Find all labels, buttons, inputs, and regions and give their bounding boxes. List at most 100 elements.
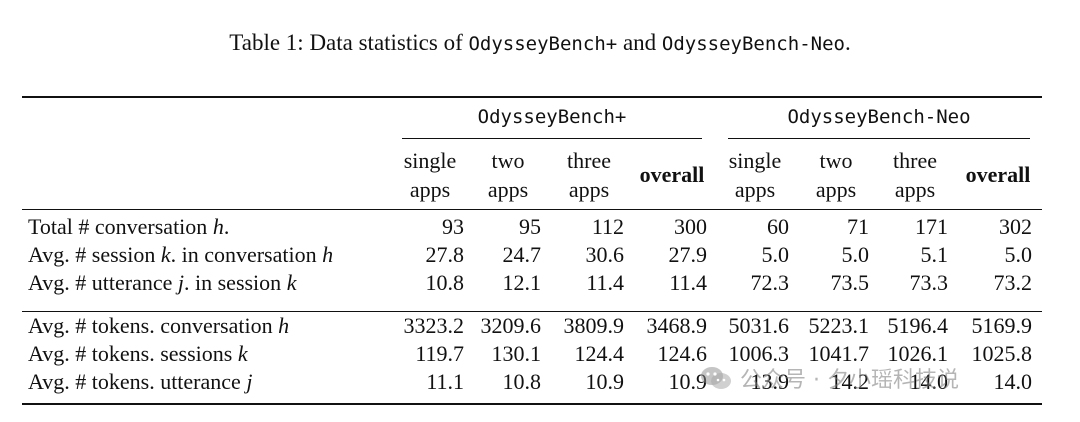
table-cell: 5169.9 <box>971 313 1033 338</box>
row-label: Avg. # tokens. utterance j <box>28 369 252 395</box>
table-cell: 24.7 <box>502 242 542 267</box>
column-header-line1: two <box>491 148 525 173</box>
table-cell: 5.0 <box>1004 242 1033 267</box>
row-label: Avg. # utterance j. in session k <box>28 270 296 296</box>
row-label-text: Total # conversation <box>28 214 213 239</box>
bottom-rule <box>22 403 1042 405</box>
table-cell: 1041.7 <box>808 341 870 366</box>
row-label: Total # conversation h. <box>28 214 229 240</box>
row-label: Avg. # tokens. sessions k <box>28 341 248 367</box>
watermark: 公众号 · 夕小瑶科技说 <box>700 362 959 394</box>
group-header-odysseybench-plus: OdysseyBench+ <box>477 106 627 128</box>
row-label: Avg. # tokens. conversation h <box>28 313 289 339</box>
table-cell: 171 <box>915 214 948 239</box>
column-header-line1: two <box>819 148 853 173</box>
row-label-variable: h <box>278 313 290 338</box>
table-cell: 11.4 <box>669 270 707 295</box>
caption-name1: OdysseyBench+ <box>468 33 618 55</box>
table-cell: 30.6 <box>585 242 625 267</box>
row-label-variable: j <box>177 270 184 295</box>
table-cell: 14.0 <box>909 369 949 394</box>
table-cell: 300 <box>674 214 707 239</box>
row-label-text: . in session <box>184 270 287 295</box>
row-label: Avg. # session k. in conversation h <box>28 242 333 268</box>
caption-suffix: . <box>844 30 851 55</box>
table-cell: 5.1 <box>920 242 949 267</box>
table-cell: 95 <box>519 214 541 239</box>
table-caption: Table 1: Data statistics of OdysseyBench… <box>0 30 1080 56</box>
table-cell: 13.9 <box>750 369 790 394</box>
table-cell: 1006.3 <box>728 341 790 366</box>
header-rule <box>22 209 1042 210</box>
table-cell: 10.9 <box>585 369 625 394</box>
table-cell: 72.3 <box>750 270 790 295</box>
column-header-6: two apps <box>791 146 881 204</box>
column-header-line2: apps <box>815 177 857 202</box>
table-cell: 119.7 <box>415 341 464 366</box>
column-header-line1: three <box>893 148 937 173</box>
table-cell: 11.4 <box>586 270 624 295</box>
column-header-8: overall <box>953 160 1043 189</box>
row-label-text: Avg. # session <box>28 242 161 267</box>
column-header-line2: apps <box>409 177 451 202</box>
table-cell: 5223.1 <box>808 313 870 338</box>
group-rule-odysseybench-plus <box>402 138 702 139</box>
table-cell: 10.8 <box>425 270 465 295</box>
table-cell: 3809.9 <box>563 313 625 338</box>
column-header-line2: apps <box>734 177 776 202</box>
row-label-text: Avg. # utterance <box>28 270 178 295</box>
table-cell: 10.9 <box>668 369 708 394</box>
caption-middle: and <box>617 30 662 55</box>
column-header-line1: three <box>567 148 611 173</box>
row-label-text: Avg. # tokens. utterance <box>28 369 247 394</box>
column-header-line1: overall <box>639 162 705 187</box>
table-cell: 112 <box>591 214 624 239</box>
column-header-7: three apps <box>870 146 960 204</box>
table-cell: 14.0 <box>993 369 1033 394</box>
wechat-icon <box>700 365 732 391</box>
column-header-line2: apps <box>894 177 936 202</box>
row-label-text: . <box>223 214 230 239</box>
column-header-line1: overall <box>965 162 1031 187</box>
table-cell: 60 <box>767 214 789 239</box>
table-cell: 3468.9 <box>646 313 708 338</box>
group-rule-odysseybench-neo <box>728 138 1030 139</box>
row-label-variable: h <box>322 242 334 267</box>
table-cell: 124.4 <box>574 341 625 366</box>
table-cell: 12.1 <box>502 270 542 295</box>
table-cell: 73.2 <box>993 270 1033 295</box>
row-label-variable: h <box>212 214 224 239</box>
table-cell: 71 <box>847 214 869 239</box>
row-label-variable: j <box>246 369 253 394</box>
caption-prefix: Table 1: Data statistics of <box>229 30 469 55</box>
table-cell: 11.1 <box>426 369 464 394</box>
table-cell: 27.9 <box>668 242 708 267</box>
row-label-variable: k <box>237 341 248 366</box>
table-cell: 1026.1 <box>887 341 949 366</box>
table-cell: 5031.6 <box>728 313 790 338</box>
column-header-3: three apps <box>544 146 634 204</box>
table-cell: 93 <box>442 214 464 239</box>
table-cell: 130.1 <box>491 341 542 366</box>
table-cell: 1025.8 <box>971 341 1033 366</box>
table-cell: 124.6 <box>657 341 708 366</box>
column-header-1: single apps <box>385 146 475 204</box>
column-header-line1: single <box>403 148 457 173</box>
table-cell: 3323.2 <box>403 313 465 338</box>
watermark-text: 公众号 · 夕小瑶科技说 <box>740 368 959 393</box>
column-header-line2: apps <box>568 177 610 202</box>
table-cell: 5.0 <box>841 242 870 267</box>
column-header-line1: single <box>728 148 782 173</box>
column-header-5: single apps <box>710 146 800 204</box>
row-label-text: . in conversation <box>170 242 323 267</box>
mid-rule <box>22 311 1042 312</box>
column-header-4: overall <box>627 160 717 189</box>
table-cell: 3209.6 <box>480 313 542 338</box>
table-cell: 73.3 <box>909 270 949 295</box>
row-label-text: Avg. # tokens. conversation <box>28 313 279 338</box>
table-cell: 27.8 <box>425 242 465 267</box>
caption-name2: OdysseyBench-Neo <box>661 33 845 55</box>
table-cell: 10.8 <box>502 369 542 394</box>
row-label-variable: k <box>160 242 171 267</box>
column-header-line2: apps <box>487 177 529 202</box>
